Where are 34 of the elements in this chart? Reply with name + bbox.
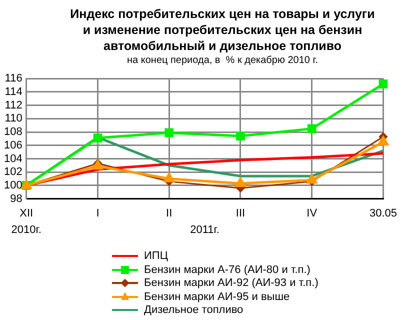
legend-label: Бензин марки АИ-92 (АИ-93 и т.п.)	[144, 277, 318, 289]
x-tick-label: 30.05	[369, 207, 397, 220]
point	[306, 174, 318, 184]
text: 2011г.	[190, 224, 220, 236]
point	[93, 134, 102, 142]
x-tick-label: I	[96, 207, 100, 220]
x-tick-label: II	[166, 207, 172, 220]
y-tick-label: 106	[4, 139, 22, 152]
y-tick-label: 112	[4, 99, 22, 112]
y-tick-label: 114	[4, 86, 22, 98]
point	[307, 124, 316, 134]
y-tick-label: 100	[4, 179, 22, 192]
point	[235, 178, 246, 187]
legend-label: Дизельное топливо	[144, 304, 244, 316]
x-tick-label: XII	[20, 207, 34, 220]
text: 2010г.	[11, 224, 42, 236]
legend-label: Бензин марки А-76 (АИ-80 и т.п.)	[144, 264, 310, 276]
legend-label: Бензин марки АИ-95 и выше	[144, 290, 290, 302]
x-tick-label: III	[236, 207, 246, 220]
y-tick-label: 116	[4, 72, 22, 85]
chart-subtitle: на конец периода, в % к декабрю 2010 г.	[126, 54, 319, 68]
chart-title: Индекс потребительских цен на товары и услуги и изменение потребительских цен на бензин автомобильный и дизельное топливо	[69, 6, 376, 54]
y-tick-label: 98	[10, 192, 22, 205]
point	[164, 128, 174, 138]
point	[378, 80, 388, 88]
point	[378, 136, 388, 146]
y-tick-label: 110	[4, 112, 22, 125]
point	[164, 173, 174, 182]
x-tick-label: IV	[306, 207, 318, 220]
point	[236, 132, 245, 140]
legend-label: ИПЦ	[144, 250, 168, 262]
y-tick-label: 104	[4, 152, 22, 165]
y-tick-label: 102	[4, 166, 22, 178]
y-tick-label: 108	[4, 126, 22, 138]
